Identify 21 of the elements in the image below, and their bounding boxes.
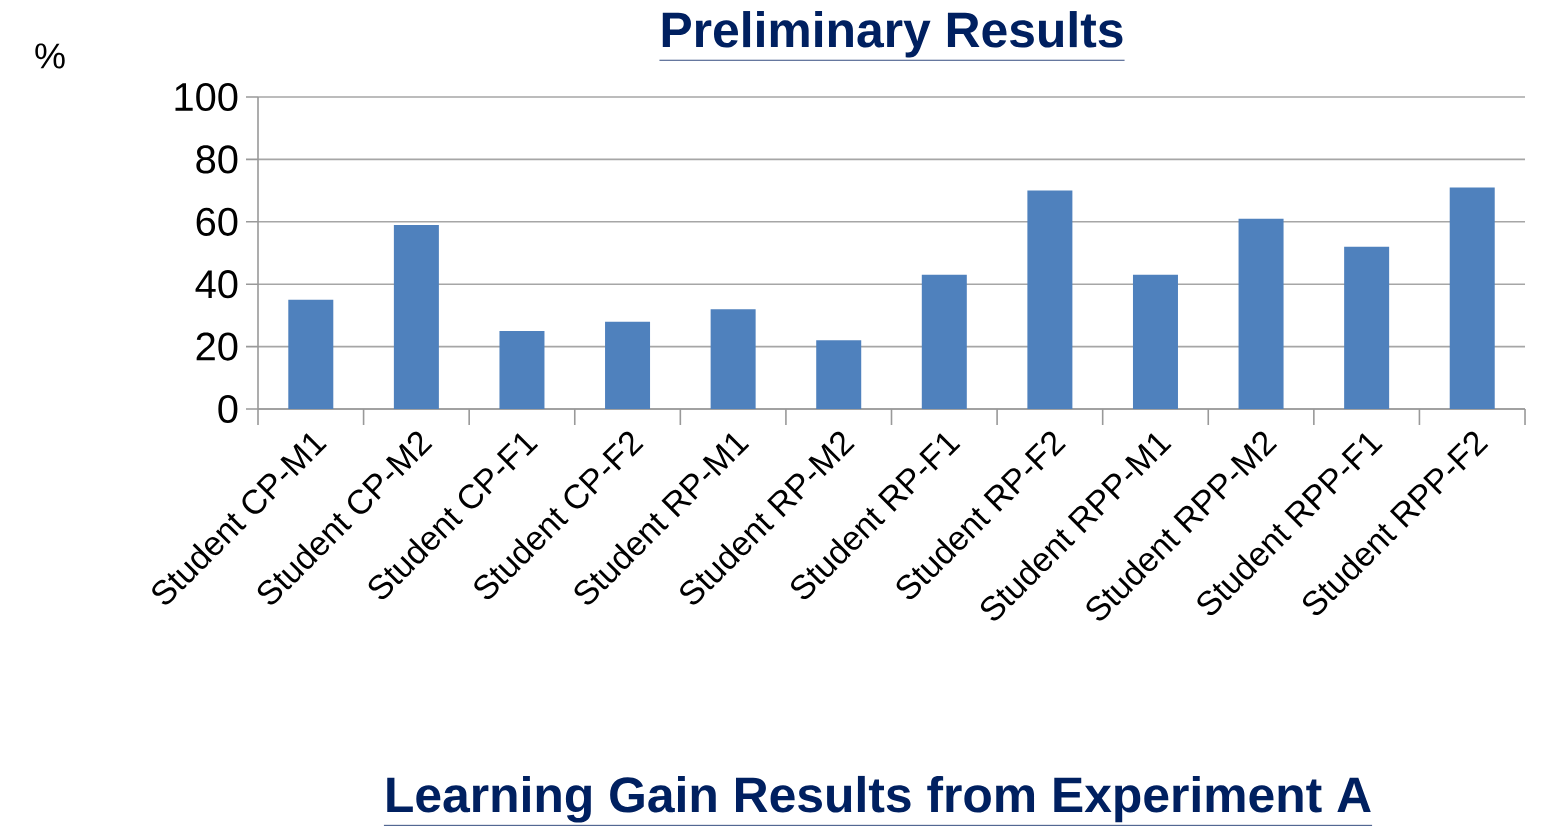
bar	[1449, 187, 1495, 409]
y-tick-label: 80	[196, 145, 238, 174]
y-tick-label: 40	[195, 270, 238, 299]
bar	[710, 309, 756, 409]
y-tick-label: 20	[196, 332, 238, 361]
bar	[1344, 246, 1390, 409]
bar	[816, 340, 862, 409]
y-tick-label: 60	[196, 207, 238, 236]
bar	[1027, 190, 1073, 409]
bar	[1238, 218, 1284, 409]
text: Learning Gain Results from Experiment A	[387, 775, 1371, 823]
y-tick-label: 0	[218, 394, 238, 424]
bar	[605, 321, 651, 409]
bar	[499, 331, 545, 409]
y-axis-title: %	[35, 43, 65, 69]
bar	[393, 224, 439, 409]
bar	[921, 274, 967, 409]
bar	[288, 299, 334, 409]
bar	[1132, 274, 1178, 409]
chart-title: Preliminary Results	[662, 11, 1123, 58]
y-tick-label: 100	[175, 82, 238, 112]
